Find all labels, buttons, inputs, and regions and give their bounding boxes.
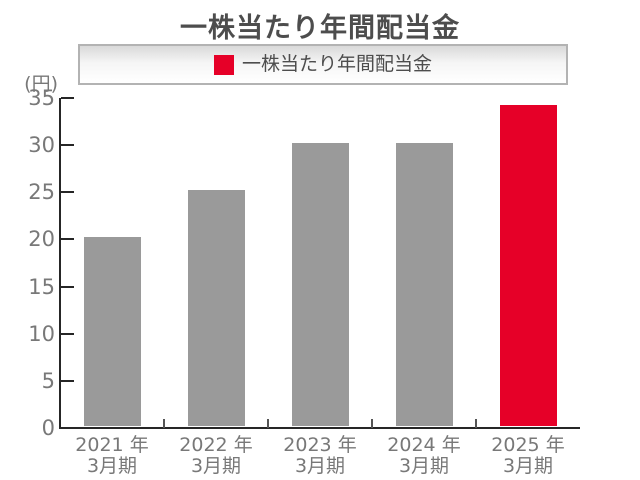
y-tick-mark xyxy=(61,191,74,194)
chart-title: 一株当たり年間配当金 xyxy=(180,13,460,44)
x-tick-label: 2022 年 3月期 xyxy=(179,434,253,477)
y-tick-label: 25 xyxy=(28,180,55,205)
bar-default xyxy=(187,190,245,426)
bar-default xyxy=(395,143,453,426)
y-tick-mark xyxy=(61,144,74,147)
y-tick-label: 35 xyxy=(28,86,55,110)
y-tick-mark xyxy=(61,238,74,241)
x-axis-line xyxy=(59,427,580,429)
legend: 一株当たり年間配当金 xyxy=(78,44,568,85)
y-tick-label: 0 xyxy=(41,416,55,440)
x-axis-labels: 2021 年 3月期 2022 年 3月期 2023 年 3月期 2024 年 3月期… xyxy=(60,435,580,479)
category-boundary-tick xyxy=(475,419,477,428)
bar-default xyxy=(291,143,349,426)
legend-label: 一株当たり年間配当金 xyxy=(241,53,432,75)
x-tick-label: 2024 年 3月期 xyxy=(387,434,461,477)
category-boundary-tick xyxy=(163,419,165,428)
bar-highlight xyxy=(499,105,557,426)
category-boundary-tick xyxy=(371,419,373,428)
y-tick-mark xyxy=(61,285,74,288)
y-tick-label: 30 xyxy=(28,133,55,158)
y-tick-label: 20 xyxy=(28,227,55,252)
x-tick-label: 2025 年 3月期 xyxy=(491,434,565,477)
x-tick-label: 2023 年 3月期 xyxy=(283,434,357,477)
y-tick-label: 10 xyxy=(28,321,55,346)
plot-area: 0 5 10 15 20 25 30 35 xyxy=(28,87,580,439)
y-tick-mark xyxy=(61,379,74,382)
y-tick-mark xyxy=(61,97,74,99)
bar-default xyxy=(83,237,141,426)
x-tick-label: 2021 年 3月期 xyxy=(75,434,149,477)
category-boundary-tick xyxy=(267,419,269,428)
y-axis-unit-label: (円) xyxy=(24,73,58,95)
y-tick-mark xyxy=(61,332,74,335)
y-tick-label: 5 xyxy=(41,368,55,393)
legend-swatch xyxy=(213,54,234,75)
y-tick-mark xyxy=(61,427,74,429)
y-axis-line xyxy=(59,98,61,429)
y-tick-label: 15 xyxy=(28,274,55,299)
